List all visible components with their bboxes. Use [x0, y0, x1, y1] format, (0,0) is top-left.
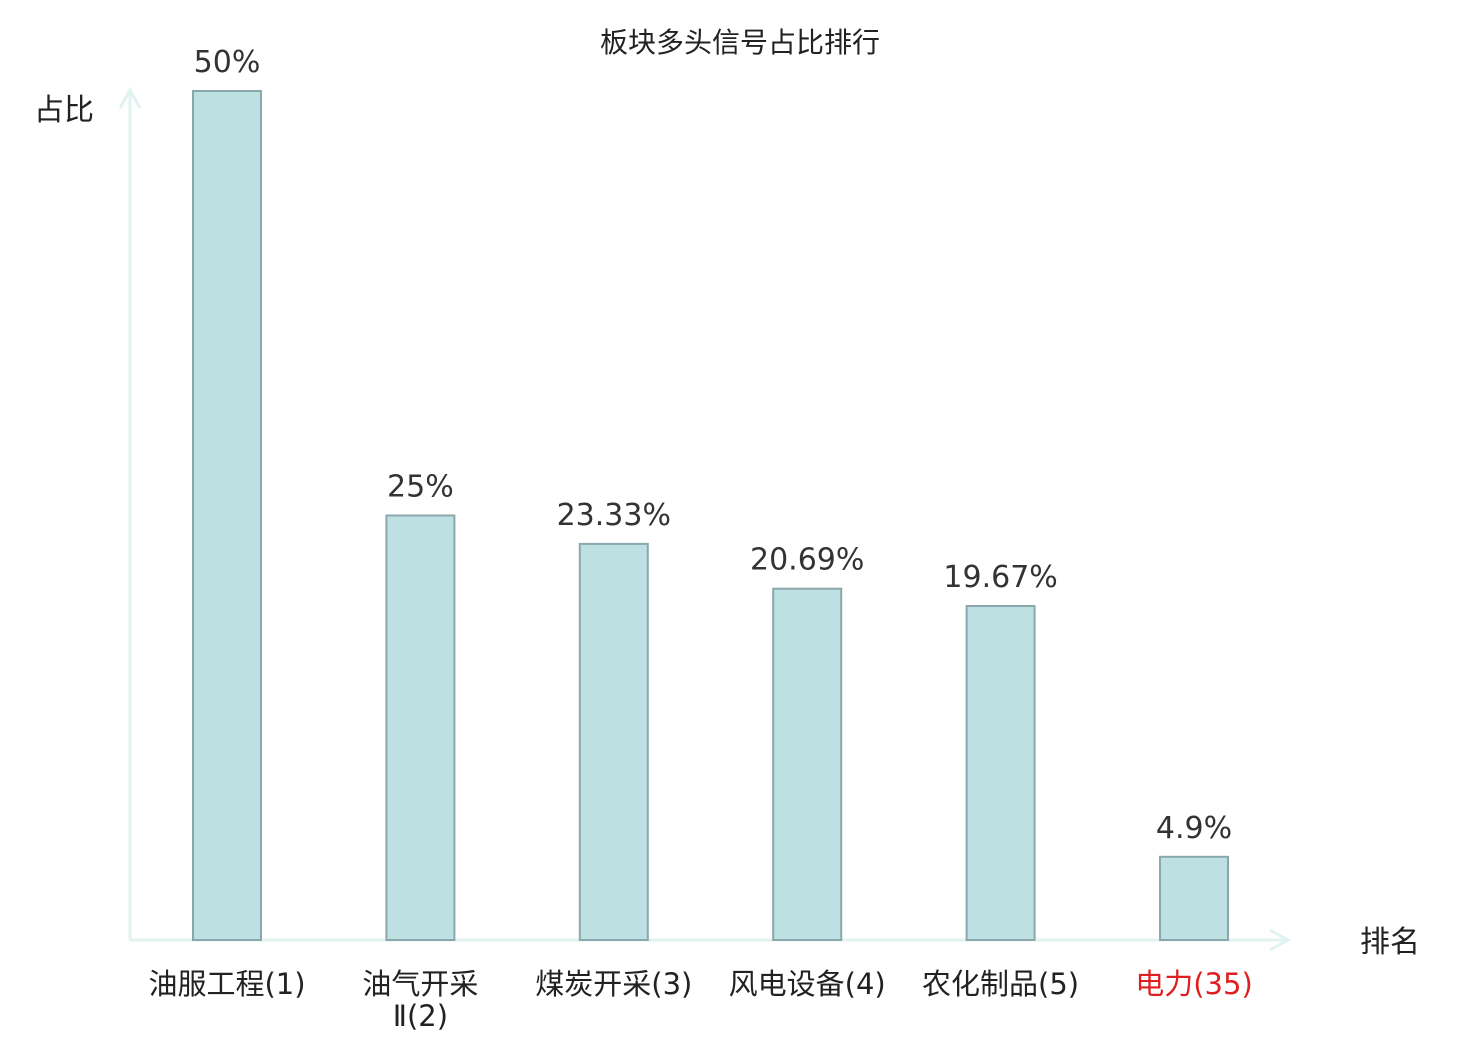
category-label-1-line-1: Ⅱ(2): [393, 999, 448, 1033]
value-label-5: 4.9%: [1156, 811, 1232, 846]
category-label-4: 农化制品(5): [922, 967, 1079, 1001]
value-label-2: 23.33%: [557, 498, 671, 533]
category-label-0: 油服工程(1): [148, 967, 305, 1001]
category-label-3: 风电设备(4): [729, 967, 886, 1001]
value-label-4: 19.67%: [943, 560, 1057, 595]
category-label-5: 电力(35): [1135, 967, 1253, 1001]
value-labels: 50% 25% 23.33% 20.69% 19.67% 4.9%: [194, 45, 1232, 846]
category-label-1-line-0: 油气开采: [362, 967, 478, 1001]
value-label-3: 20.69%: [750, 543, 864, 578]
bar-2: [578, 542, 649, 942]
x-axis-label: 排名: [1360, 925, 1420, 960]
y-axis-arrow: [118, 86, 142, 109]
y-axis-label: 占比: [34, 93, 94, 128]
axes: [118, 86, 1292, 952]
value-label-1: 25%: [387, 470, 454, 505]
chart-title: 板块多头信号占比排行: [600, 26, 880, 59]
bar-1: [385, 514, 456, 941]
bar-0: [192, 90, 262, 941]
bars: [192, 90, 1229, 942]
bar-5: [1159, 855, 1229, 941]
category-label-2: 煤炭开采(3): [535, 967, 692, 1001]
value-label-0: 50%: [194, 45, 261, 80]
bar-3: [772, 587, 843, 941]
bar-4: [965, 605, 1036, 941]
x-axis-arrow: [1269, 928, 1292, 952]
